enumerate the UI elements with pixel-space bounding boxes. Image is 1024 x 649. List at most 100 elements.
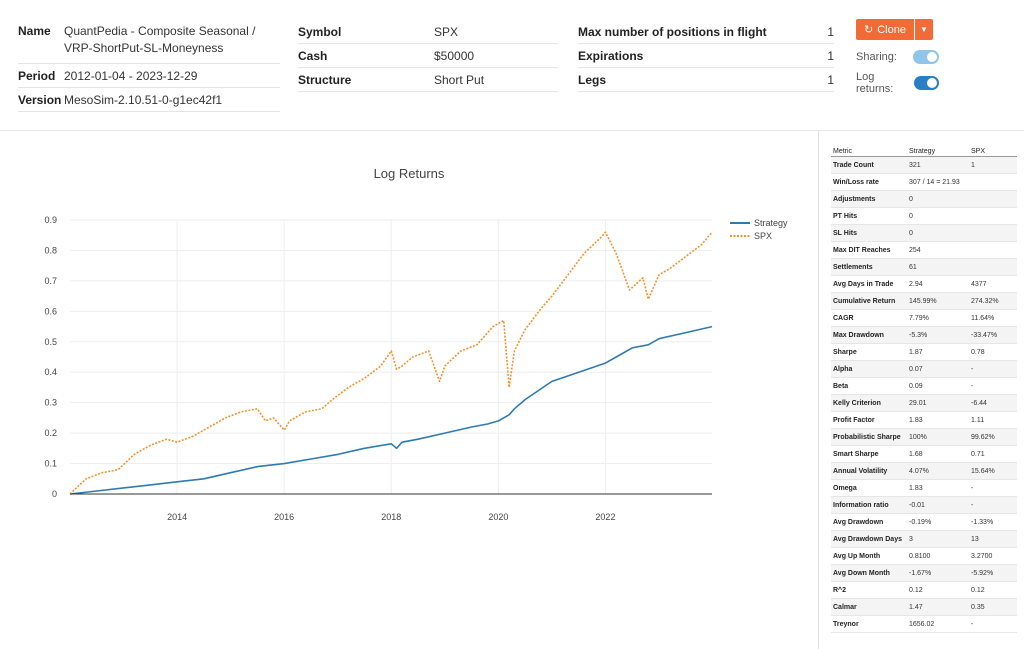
spx-value: 15.64% bbox=[969, 462, 1017, 480]
strategy-value: -5.3% bbox=[907, 326, 969, 344]
metrics-row: Omega 1.83- bbox=[831, 479, 1017, 497]
strategy-value: -0.19% bbox=[907, 513, 969, 531]
metrics-row: Max DIT Reaches 254 bbox=[831, 241, 1017, 259]
symbol-value: SPX bbox=[434, 20, 558, 44]
metric-name: Avg Days in Trade bbox=[831, 275, 907, 293]
period-label: Period bbox=[18, 63, 64, 88]
spx-value: 0.35 bbox=[969, 598, 1017, 616]
spx-value: - bbox=[969, 496, 1017, 514]
chart-svg: Log Returns 0 0.1 0.2 0.3 0.4 0.5 0.6 0.7 0.8 0.9… bbox=[44, 166, 788, 522]
metrics-row: Avg Drawdown Days 3 13 bbox=[831, 530, 1017, 548]
metrics-row: PT Hits 0 bbox=[831, 207, 1017, 225]
chart-title: Log Returns bbox=[374, 166, 445, 181]
metrics-row: Sharpe 1.87 0.78 bbox=[831, 343, 1017, 361]
strategy-value: 61 bbox=[907, 258, 969, 276]
x-tick-label: 2020 bbox=[488, 512, 508, 522]
strategy-value: 0.09 bbox=[907, 377, 969, 395]
strategy-value: 0.07 bbox=[907, 360, 969, 378]
metric-name: Information ratio bbox=[831, 496, 907, 514]
instrument-table: Symbol SPX Cash $50000 Structure Short P… bbox=[298, 20, 558, 92]
clone-button-label: Clone bbox=[877, 23, 906, 36]
metrics-row: Adjustments 0 bbox=[831, 190, 1017, 208]
x-tick-label: 2014 bbox=[167, 512, 187, 522]
metric-name: Avg Down Month bbox=[831, 564, 907, 582]
metrics-body: Trade Count 321 1 Win/Loss rate 307 / 14 = 2… bbox=[831, 156, 1017, 633]
metric-name: CAGR bbox=[831, 309, 907, 327]
metric-name: Beta bbox=[831, 377, 907, 395]
metric-name: Omega bbox=[831, 479, 907, 497]
strategy-value: 3 bbox=[907, 530, 969, 548]
period-value: 2012-01-04 - 2023-12-29 bbox=[64, 63, 280, 88]
strategy-value: 0.8100 bbox=[907, 547, 969, 565]
cash-value: $50000 bbox=[434, 43, 558, 68]
symbol-label: Symbol bbox=[298, 20, 434, 44]
y-tick-label: 0.7 bbox=[44, 276, 57, 286]
metric-name: Annual Volatility bbox=[831, 462, 907, 480]
metrics-row: Avg Days in Trade 2.94 4377 bbox=[831, 275, 1017, 293]
spx-value: 274.32% bbox=[969, 292, 1017, 310]
spx-value bbox=[969, 207, 1017, 225]
log-returns-toggle-knob bbox=[927, 78, 937, 88]
spx-value: 11.64% bbox=[969, 309, 1017, 327]
sharing-toggle[interactable] bbox=[913, 50, 939, 64]
strategy-value: -1.67% bbox=[907, 564, 969, 582]
clone-button-group: ↻ Clone ▼ bbox=[856, 19, 946, 40]
y-tick-label: 0.3 bbox=[44, 398, 57, 408]
metric-name: Settlements bbox=[831, 258, 907, 276]
structure-value: Short Put bbox=[434, 67, 558, 92]
spx-column-header: SPX bbox=[969, 146, 1017, 157]
metrics-row: Treynor 1656.02- bbox=[831, 615, 1017, 633]
strategy-value: 1656.02 bbox=[907, 615, 969, 633]
metrics-row: Alpha 0.07- bbox=[831, 360, 1017, 378]
cash-label: Cash bbox=[298, 43, 434, 68]
spx-value bbox=[969, 241, 1017, 259]
metric-name: Sharpe bbox=[831, 343, 907, 361]
strategy-value: 100% bbox=[907, 428, 969, 446]
clone-button[interactable]: ↻ Clone bbox=[856, 19, 914, 40]
y-tick-label: 0.1 bbox=[44, 459, 57, 469]
spx-value: - bbox=[969, 479, 1017, 497]
metric-name: R^2 bbox=[831, 581, 907, 599]
metric-name: Trade Count bbox=[831, 156, 907, 174]
expirations-value: 1 bbox=[825, 43, 834, 68]
chart-legend[interactable]: Strategy SPX bbox=[730, 218, 788, 241]
caret-down-icon: ▼ bbox=[920, 25, 928, 34]
metrics-row: Cumulative Return 145.99% 274.32% bbox=[831, 292, 1017, 310]
chart-grid bbox=[70, 219, 712, 494]
strategy-column-header: Strategy bbox=[907, 146, 969, 157]
strategy-value: -0.01 bbox=[907, 496, 969, 514]
strategy-value: 1.87 bbox=[907, 343, 969, 361]
y-axis-ticks: 0 0.1 0.2 0.3 0.4 0.5 0.6 0.7 0.8 0.9 bbox=[44, 215, 57, 499]
metric-column-header: Metric bbox=[831, 146, 907, 157]
strategy-value: 29.01 bbox=[907, 394, 969, 412]
spx-value: - bbox=[969, 615, 1017, 633]
x-tick-label: 2018 bbox=[381, 512, 401, 522]
metrics-row: Trade Count 321 1 bbox=[831, 156, 1017, 174]
spx-value: -1.33% bbox=[969, 513, 1017, 531]
max-positions-label: Max number of positions in flight bbox=[578, 20, 826, 44]
log-returns-toggle[interactable] bbox=[913, 76, 939, 90]
y-tick-label: 0.5 bbox=[44, 337, 57, 347]
x-tick-label: 2016 bbox=[274, 512, 294, 522]
metric-name: Cumulative Return bbox=[831, 292, 907, 310]
metrics-row: Kelly Criterion 29.01 -6.44 bbox=[831, 394, 1017, 412]
log-returns-label: Log returns: bbox=[856, 71, 894, 95]
metric-name: Avg Up Month bbox=[831, 547, 907, 565]
spx-value: 4377 bbox=[969, 275, 1017, 293]
strategy-value: 145.99% bbox=[907, 292, 969, 310]
strategy-value: 7.79% bbox=[907, 309, 969, 327]
metric-name: Profit Factor bbox=[831, 411, 907, 429]
legs-label: Legs bbox=[578, 67, 826, 92]
metric-name: Alpha bbox=[831, 360, 907, 378]
metric-name: PT Hits bbox=[831, 207, 907, 225]
metric-name: Smart Sharpe bbox=[831, 445, 907, 463]
spx-value: 0.12 bbox=[969, 581, 1017, 599]
spx-value: 0.78 bbox=[969, 343, 1017, 361]
max-positions-value: 1 bbox=[825, 20, 834, 44]
metrics-table: Metric Strategy SPX Trade Count 321 1 Win/L… bbox=[831, 146, 1017, 633]
metric-name: Probabilistic Sharpe bbox=[831, 428, 907, 446]
clone-dropdown-toggle[interactable]: ▼ bbox=[915, 19, 933, 40]
expirations-label: Expirations bbox=[578, 43, 826, 68]
y-tick-label: 0.2 bbox=[44, 428, 57, 438]
metrics-row: Max Drawdown -5.3% -33.47% bbox=[831, 326, 1017, 344]
